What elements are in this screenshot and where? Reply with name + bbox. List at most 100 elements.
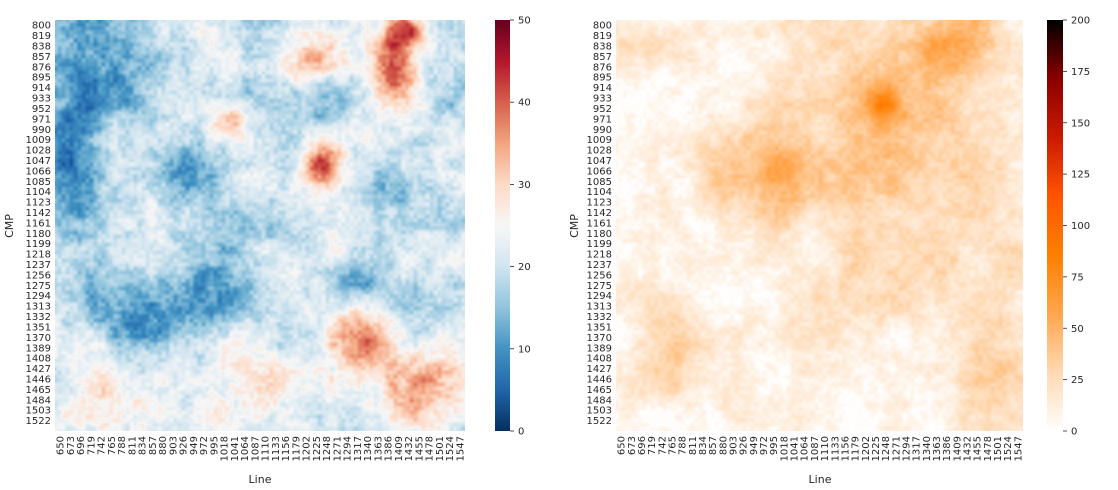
x-tick-label: 1202 <box>861 436 872 461</box>
y-tick-label: 1408 <box>26 354 51 365</box>
y-tick-label: 1161 <box>587 218 612 229</box>
x-tick-label: 903 <box>168 436 179 455</box>
y-tick-label: 1180 <box>26 229 51 240</box>
y-tick-label: 1123 <box>26 198 51 209</box>
x-tick-label: 1248 <box>322 436 333 461</box>
y-tick-label: 1066 <box>26 166 51 177</box>
x-tick-label: 1294 <box>343 436 354 461</box>
x-tick-label: 995 <box>769 436 780 455</box>
y-tick-label: 1199 <box>587 239 612 250</box>
y-tick-label: 971 <box>32 114 51 125</box>
x-tick-label: 765 <box>667 436 678 455</box>
y-tick-label: 1313 <box>26 302 51 313</box>
x-tick-label: 1018 <box>220 436 231 461</box>
x-tick-label: 1363 <box>932 436 943 461</box>
y-tick-label: 1142 <box>587 208 612 219</box>
y-tick-label: 1522 <box>26 416 51 427</box>
y-tick-label: 1199 <box>26 239 51 250</box>
x-tick-label: 1386 <box>942 436 953 461</box>
y-tick-label: 1047 <box>587 156 612 167</box>
heatmap-left-colorbar <box>495 20 510 431</box>
x-tick-label: 1156 <box>840 436 851 461</box>
y-tick-label: 1142 <box>26 208 51 219</box>
y-tick-label: 1085 <box>26 177 51 188</box>
y-tick-label: 838 <box>32 42 51 53</box>
y-tick-label: 857 <box>593 52 612 63</box>
x-tick-label: 1248 <box>881 436 892 461</box>
x-tick-label: 1501 <box>435 436 446 461</box>
y-tick-label: 895 <box>593 73 612 84</box>
x-tick-label: 972 <box>759 436 770 455</box>
colorbar-tick-label: 25 <box>1071 375 1084 386</box>
heatmap-right-y-ticks: 8008198388578768959149339529719901009102… <box>587 21 612 427</box>
x-tick-label: 1133 <box>271 436 282 461</box>
x-tick-label: 1087 <box>810 436 821 461</box>
x-tick-label: 1110 <box>261 436 272 461</box>
y-tick-label: 1503 <box>587 406 612 417</box>
x-tick-label: 1524 <box>1003 436 1014 461</box>
x-tick-label: 1363 <box>373 436 384 461</box>
y-tick-label: 819 <box>32 31 51 42</box>
heatmap-left-y-ticks: 8008198388578768959149339529719901009102… <box>26 21 51 427</box>
x-tick-label: 834 <box>138 436 149 455</box>
x-tick-label: 1432 <box>963 436 974 461</box>
colorbar-tick-label: 150 <box>1071 118 1090 129</box>
y-tick-label: 990 <box>593 125 612 136</box>
heatmap-right-x-ticks: 650 673 696 719 742 765 788 811 834 857 880 903 926 9… <box>617 436 1025 461</box>
y-tick-label: 1351 <box>26 322 51 333</box>
x-tick-label: 1478 <box>983 436 994 461</box>
x-tick-label: 1294 <box>901 436 912 461</box>
y-tick-label: 1028 <box>587 146 612 157</box>
y-tick-label: 819 <box>593 31 612 42</box>
y-tick-label: 1427 <box>26 364 51 375</box>
x-tick-label: 1271 <box>891 436 902 461</box>
x-tick-label: 719 <box>647 436 658 455</box>
colorbar-tick-label: 40 <box>518 98 531 109</box>
colorbar-tick-label: 10 <box>518 344 531 355</box>
y-tick-label: 1484 <box>587 395 612 406</box>
y-tick-label: 1427 <box>587 364 612 375</box>
colorbar-tick-label: 100 <box>1071 221 1090 232</box>
y-tick-label: 1294 <box>26 291 51 302</box>
x-tick-label: 1547 <box>1013 436 1024 461</box>
colorbar-tick-label: 50 <box>518 16 531 27</box>
x-tick-label: 742 <box>657 436 668 455</box>
x-tick-label: 742 <box>97 436 108 455</box>
y-tick-label: 1123 <box>587 198 612 209</box>
x-tick-label: 949 <box>749 436 760 455</box>
y-tick-label: 800 <box>593 21 612 32</box>
heatmap-left-colorbar-ticks: 0 10 20 30 40 50 <box>510 16 531 438</box>
y-tick-label: 1275 <box>26 281 51 292</box>
colorbar-tick-label: 75 <box>1071 272 1084 283</box>
y-tick-label: 1104 <box>26 187 51 198</box>
y-tick-label: 952 <box>32 104 51 115</box>
x-tick-label: 1064 <box>800 436 811 461</box>
y-tick-label: 1028 <box>26 146 51 157</box>
x-tick-label: 1156 <box>281 436 292 461</box>
x-tick-label: 857 <box>708 436 719 455</box>
y-tick-label: 1218 <box>587 250 612 261</box>
y-tick-label: 895 <box>32 73 51 84</box>
colorbar-tick-label: 125 <box>1071 170 1090 181</box>
heatmap-left-xlabel: Line <box>249 473 272 486</box>
colorbar-tick-label: 20 <box>518 262 531 273</box>
x-tick-label: 1041 <box>790 436 801 461</box>
y-tick-label: 1465 <box>587 385 612 396</box>
x-tick-label: 719 <box>86 436 97 455</box>
heatmap-left-x-ticks: 650 673 696 719 742 765 788 811 834 857 880 903 926 9… <box>56 436 467 461</box>
x-tick-label: 811 <box>688 436 699 455</box>
x-tick-label: 880 <box>158 436 169 455</box>
x-tick-label: 696 <box>637 436 648 455</box>
x-tick-label: 903 <box>729 436 740 455</box>
x-tick-label: 650 <box>617 436 628 455</box>
x-tick-label: 1547 <box>455 436 466 461</box>
y-tick-label: 1294 <box>587 291 612 302</box>
x-tick-label: 1018 <box>779 436 790 461</box>
x-tick-label: 1064 <box>240 436 251 461</box>
y-tick-label: 914 <box>32 83 51 94</box>
x-tick-label: 1133 <box>830 436 841 461</box>
y-tick-label: 1161 <box>26 218 51 229</box>
x-tick-label: 650 <box>56 436 67 455</box>
x-tick-label: 1202 <box>302 436 313 461</box>
